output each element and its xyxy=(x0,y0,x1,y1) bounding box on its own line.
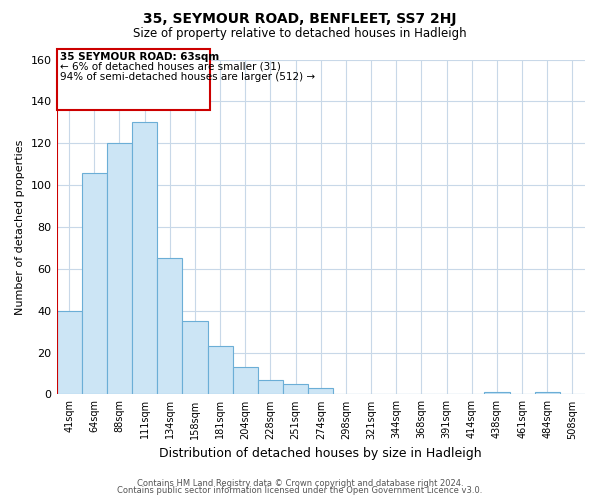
Bar xyxy=(258,380,283,394)
Bar xyxy=(56,49,210,110)
Text: ← 6% of detached houses are smaller (31): ← 6% of detached houses are smaller (31) xyxy=(61,62,281,72)
Bar xyxy=(82,172,107,394)
Text: Contains public sector information licensed under the Open Government Licence v3: Contains public sector information licen… xyxy=(118,486,482,495)
Bar xyxy=(132,122,157,394)
Bar xyxy=(283,384,308,394)
Bar xyxy=(107,144,132,394)
Bar xyxy=(157,258,182,394)
Bar xyxy=(233,367,258,394)
Bar xyxy=(208,346,233,395)
Bar xyxy=(182,321,208,394)
Text: 35 SEYMOUR ROAD: 63sqm: 35 SEYMOUR ROAD: 63sqm xyxy=(61,52,220,62)
Bar xyxy=(308,388,334,394)
Text: 94% of semi-detached houses are larger (512) →: 94% of semi-detached houses are larger (… xyxy=(61,72,316,82)
Text: Size of property relative to detached houses in Hadleigh: Size of property relative to detached ho… xyxy=(133,28,467,40)
Bar xyxy=(535,392,560,394)
Bar xyxy=(484,392,509,394)
Y-axis label: Number of detached properties: Number of detached properties xyxy=(15,140,25,314)
Text: 35, SEYMOUR ROAD, BENFLEET, SS7 2HJ: 35, SEYMOUR ROAD, BENFLEET, SS7 2HJ xyxy=(143,12,457,26)
X-axis label: Distribution of detached houses by size in Hadleigh: Distribution of detached houses by size … xyxy=(160,447,482,460)
Bar xyxy=(56,310,82,394)
Text: Contains HM Land Registry data © Crown copyright and database right 2024.: Contains HM Land Registry data © Crown c… xyxy=(137,478,463,488)
